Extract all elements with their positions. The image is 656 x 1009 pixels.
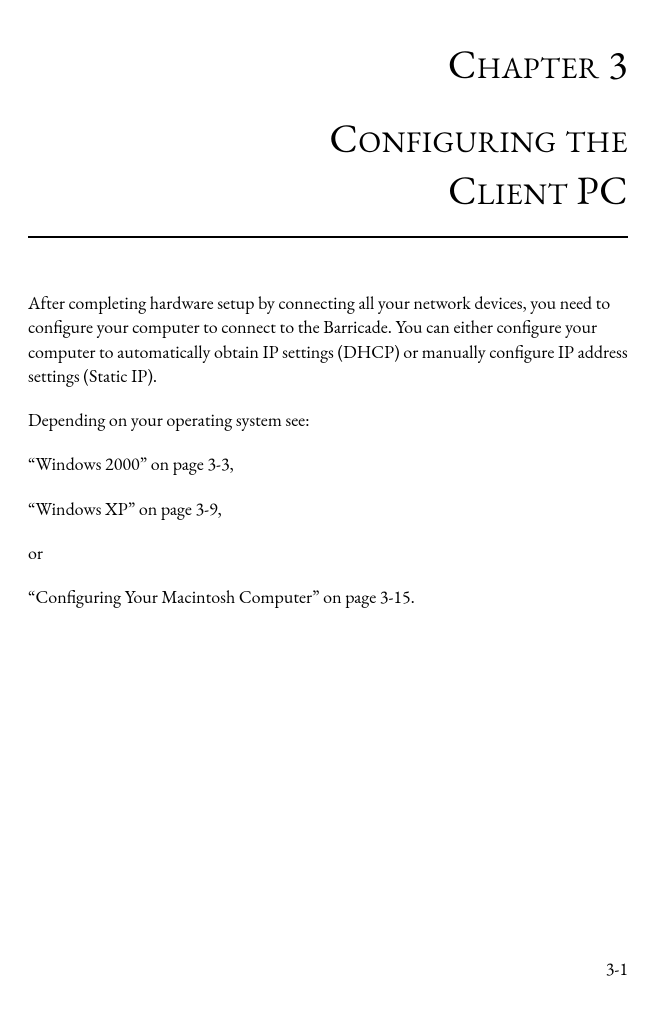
heading-block: CHAPTER 3 CONFIGURING THE CLIENT PC xyxy=(28,28,628,216)
chapter-word: CHAPTER xyxy=(448,38,608,90)
title-word-pc: PC xyxy=(577,164,628,216)
page: CHAPTER 3 CONFIGURING THE CLIENT PC Afte… xyxy=(0,0,656,1009)
title-word-cap: C xyxy=(448,164,477,216)
title-word: CLIENT xyxy=(448,164,576,216)
title-line-2: CLIENT PC xyxy=(28,164,628,216)
page-number: 3-1 xyxy=(606,958,628,981)
paragraph: Depending on your operating system see: xyxy=(28,409,628,433)
paragraph: “Configuring Your Macintosh Computer” on… xyxy=(28,586,628,610)
chapter-word-rest: HAPTER xyxy=(477,48,600,87)
title-word-the: THE xyxy=(565,122,628,161)
title-word-rest: LIENT xyxy=(477,174,568,213)
title-word-rest: ONFIGURING xyxy=(358,122,556,161)
chapter-title: CONFIGURING THE CLIENT PC xyxy=(28,112,628,216)
title-word: CONFIGURING xyxy=(329,112,565,164)
title-word-cap: C xyxy=(329,112,358,164)
body-text: After completing hardware setup by conne… xyxy=(28,292,628,611)
title-line-1: CONFIGURING THE xyxy=(28,112,628,164)
chapter-number: 3 xyxy=(608,38,628,90)
paragraph: “Windows XP” on page 3-9, xyxy=(28,498,628,522)
paragraph: “Windows 2000” on page 3-3, xyxy=(28,453,628,477)
chapter-label: CHAPTER 3 xyxy=(28,38,628,90)
chapter-word-cap: C xyxy=(448,38,477,90)
paragraph: After completing hardware setup by conne… xyxy=(28,292,628,389)
horizontal-rule xyxy=(28,236,628,238)
paragraph: or xyxy=(28,542,628,566)
